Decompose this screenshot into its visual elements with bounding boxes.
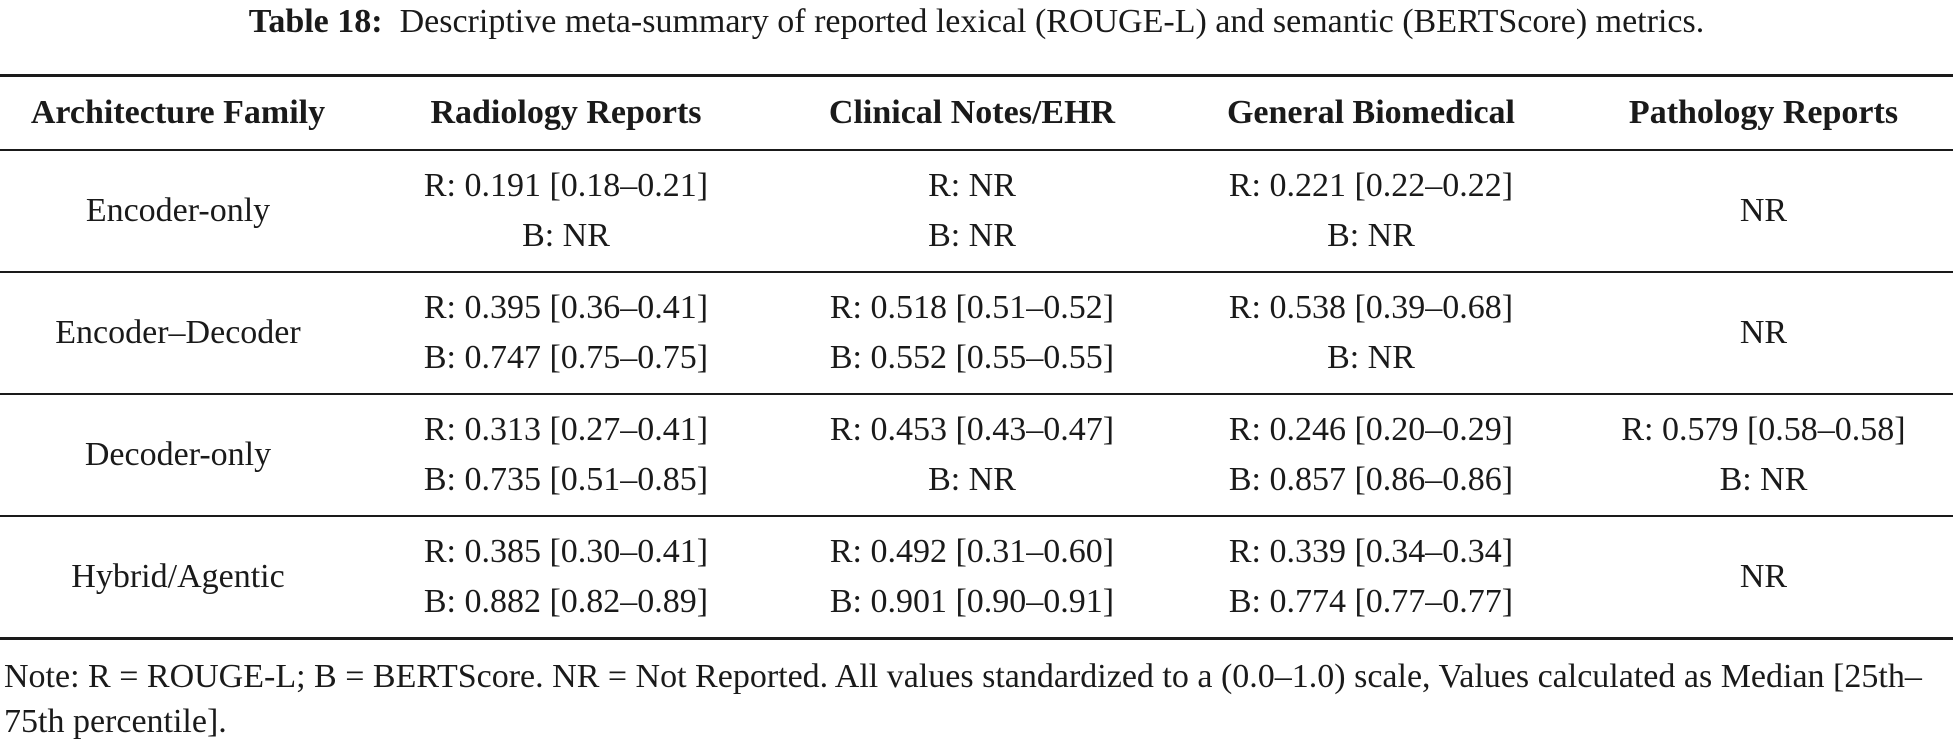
table-caption: Table 18: Descriptive meta-summary of re…	[0, 0, 1953, 44]
bertscore-value: B: 0.901 [0.90–0.91]	[829, 583, 1115, 620]
rouge-value: R: 0.395 [0.36–0.41]	[423, 289, 709, 326]
table-row: Encoder-only R: 0.191 [0.18–0.21] B: NR …	[0, 150, 1953, 272]
bertscore-value: B: NR	[1327, 217, 1415, 254]
not-reported-value: NR	[1739, 558, 1788, 595]
table-cell: R: 0.385 [0.30–0.41] B: 0.882 [0.82–0.89…	[356, 516, 776, 639]
row-header: Encoder-only	[85, 192, 271, 229]
rouge-value: R: 0.191 [0.18–0.21]	[423, 167, 709, 204]
table-cell: R: 0.191 [0.18–0.21] B: NR	[356, 150, 776, 272]
rouge-value: R: 0.579 [0.58–0.58]	[1621, 411, 1906, 448]
rouge-value: R: 0.518 [0.51–0.52]	[829, 289, 1115, 326]
rouge-value: R: NR	[928, 167, 1016, 204]
table-body: Encoder-only R: 0.191 [0.18–0.21] B: NR …	[0, 150, 1953, 639]
table-cell: NR	[1574, 272, 1953, 394]
table-row: Encoder–Decoder R: 0.395 [0.36–0.41] B: …	[0, 272, 1953, 394]
table-cell: R: 0.221 [0.22–0.22] B: NR	[1168, 150, 1574, 272]
bertscore-value: B: 0.747 [0.75–0.75]	[423, 339, 709, 376]
table-cell: R: 0.395 [0.36–0.41] B: 0.747 [0.75–0.75…	[356, 272, 776, 394]
bertscore-value: B: NR	[522, 217, 610, 254]
table-cell: R: 0.492 [0.31–0.60] B: 0.901 [0.90–0.91…	[776, 516, 1168, 639]
caption-text: Descriptive meta-summary of reported lex…	[399, 3, 1705, 40]
column-header: Pathology Reports	[1628, 94, 1899, 131]
row-header: Decoder-only	[84, 436, 272, 473]
rouge-value: R: 0.385 [0.30–0.41]	[423, 533, 709, 570]
table-cell: NR	[1574, 150, 1953, 272]
table-cell: R: 0.579 [0.58–0.58] B: NR	[1574, 394, 1953, 516]
column-header: Architecture Family	[30, 94, 326, 131]
column-header: General Biomedical	[1226, 94, 1515, 131]
bertscore-value: B: 0.552 [0.55–0.55]	[829, 339, 1115, 376]
rouge-value: R: 0.246 [0.20–0.29]	[1228, 411, 1514, 448]
table-cell: R: 0.339 [0.34–0.34] B: 0.774 [0.77–0.77…	[1168, 516, 1574, 639]
bertscore-value: B: NR	[928, 461, 1016, 498]
table-cell: R: 0.453 [0.43–0.47] B: NR	[776, 394, 1168, 516]
bertscore-value: B: 0.882 [0.82–0.89]	[423, 583, 709, 620]
table-cell: R: NR B: NR	[776, 150, 1168, 272]
bertscore-value: B: 0.735 [0.51–0.85]	[423, 461, 709, 498]
rouge-value: R: 0.492 [0.31–0.60]	[829, 533, 1115, 570]
table-note: Note: R = ROUGE-L; B = BERTScore. NR = N…	[4, 658, 1922, 740]
not-reported-value: NR	[1739, 314, 1788, 351]
table-cell: NR	[1574, 516, 1953, 639]
bertscore-value: B: NR	[928, 217, 1016, 254]
row-header: Encoder–Decoder	[55, 314, 301, 351]
not-reported-value: NR	[1739, 192, 1788, 229]
table-cell: R: 0.518 [0.51–0.52] B: 0.552 [0.55–0.55…	[776, 272, 1168, 394]
table-cell: R: 0.538 [0.39–0.68] B: NR	[1168, 272, 1574, 394]
row-header: Hybrid/Agentic	[71, 558, 285, 595]
rouge-value: R: 0.453 [0.43–0.47]	[829, 411, 1115, 448]
bertscore-value: B: NR	[1719, 461, 1808, 498]
bertscore-value: B: 0.857 [0.86–0.86]	[1228, 461, 1514, 498]
bertscore-value: B: 0.774 [0.77–0.77]	[1228, 583, 1514, 620]
rouge-value: R: 0.538 [0.39–0.68]	[1228, 289, 1514, 326]
column-header: Clinical Notes/EHR	[828, 94, 1116, 131]
table-row: Decoder-only R: 0.313 [0.27–0.41] B: 0.7…	[0, 394, 1953, 516]
table-row: Hybrid/Agentic R: 0.385 [0.30–0.41] B: 0…	[0, 516, 1953, 639]
header-row: Architecture Family Radiology Reports Cl…	[0, 75, 1953, 150]
bertscore-value: B: NR	[1327, 339, 1415, 376]
table-header: Architecture Family Radiology Reports Cl…	[0, 75, 1953, 150]
caption-label: Table 18:	[248, 3, 383, 40]
table-cell: R: 0.313 [0.27–0.41] B: 0.735 [0.51–0.85…	[356, 394, 776, 516]
column-header: Radiology Reports	[430, 94, 702, 131]
table-cell: R: 0.246 [0.20–0.29] B: 0.857 [0.86–0.86…	[1168, 394, 1574, 516]
rouge-value: R: 0.339 [0.34–0.34]	[1228, 533, 1514, 570]
metrics-table: Architecture Family Radiology Reports Cl…	[0, 74, 1953, 640]
rouge-value: R: 0.221 [0.22–0.22]	[1228, 167, 1514, 204]
rouge-value: R: 0.313 [0.27–0.41]	[423, 411, 709, 448]
